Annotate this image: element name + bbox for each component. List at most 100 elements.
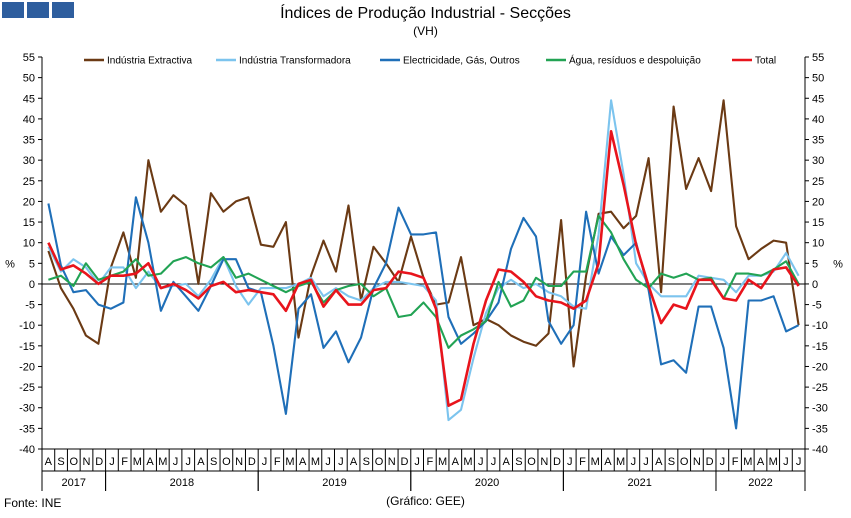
month-label: N [235, 456, 243, 468]
y-tick-label-left: 25 [23, 176, 35, 188]
year-label: 2018 [170, 477, 194, 489]
month-label: S [57, 456, 64, 468]
month-label: D [400, 456, 408, 468]
legend-label: Total [755, 56, 776, 67]
source-note: Fonte: INE [4, 496, 62, 510]
chart-title: Índices de Produção Industrial - Secções [280, 5, 571, 22]
y-tick-label-right: 15 [812, 217, 824, 229]
year-label: 2017 [62, 477, 86, 489]
y-tick-label-right: 30 [812, 155, 824, 167]
y-tick-label-right: 5 [812, 258, 818, 270]
month-label: J [338, 456, 344, 468]
y-tick-label-right: 25 [812, 176, 824, 188]
month-label: M [616, 456, 625, 468]
y-tick-label-left: 20 [23, 196, 35, 208]
y-tick-label-right: 55 [812, 52, 824, 64]
month-label: F [274, 456, 281, 468]
month-label: M [285, 456, 294, 468]
y-tick-label-left: -15 [19, 341, 35, 353]
legend-label: Indústria Transformadora [239, 56, 351, 67]
month-label: J [783, 456, 789, 468]
month-label: A [299, 456, 307, 468]
month-label: N [83, 456, 91, 468]
month-label: S [363, 456, 370, 468]
y-tick-label-left: -20 [19, 361, 35, 373]
month-label: J [567, 456, 573, 468]
y-tick-label-left: -5 [25, 300, 35, 312]
y-tick-label-left: 50 [23, 73, 35, 85]
y-tick-label-left: 35 [23, 135, 35, 147]
month-label: S [210, 456, 217, 468]
month-label: A [604, 456, 612, 468]
month-label: M [311, 456, 320, 468]
y-tick-label-right: -35 [812, 423, 828, 435]
y-tick-label-left: 10 [23, 238, 35, 250]
year-label: 2019 [322, 477, 346, 489]
y-tick-label-left: 15 [23, 217, 35, 229]
month-label: N [693, 456, 701, 468]
month-label: A [655, 456, 663, 468]
y-tick-label-left: -30 [19, 403, 35, 415]
y-tick-label-right: 50 [812, 73, 824, 85]
y-tick-label-right: 35 [812, 135, 824, 147]
series-line [48, 214, 800, 349]
month-label: N [540, 456, 548, 468]
month-label: J [185, 456, 191, 468]
y-tick-label-right: 40 [812, 114, 824, 126]
y-tick-label-right: 0 [812, 279, 818, 291]
y-tick-label-right: 20 [812, 196, 824, 208]
y-tick-label-right: 45 [812, 93, 824, 105]
y-axis-label-left: % [5, 258, 15, 270]
y-tick-label-left: -25 [19, 382, 35, 394]
month-label: O [222, 456, 231, 468]
y-tick-label-left: -10 [19, 320, 35, 332]
y-tick-label-right: -10 [812, 320, 828, 332]
month-label: M [463, 456, 472, 468]
logo-block [27, 2, 49, 18]
month-label: A [45, 456, 53, 468]
year-label: 2021 [627, 477, 651, 489]
y-tick-label-left: -35 [19, 423, 35, 435]
y-tick-label-left: 45 [23, 93, 35, 105]
month-label: O [680, 456, 689, 468]
month-label: J [631, 456, 637, 468]
year-label: 2022 [748, 477, 772, 489]
brand-logo [2, 2, 74, 18]
month-label: A [452, 456, 460, 468]
month-label: M [769, 456, 778, 468]
series-line [47, 99, 800, 422]
y-tick-label-left: 0 [29, 279, 35, 291]
month-label: J [491, 456, 497, 468]
y-tick-label-left: 5 [29, 258, 35, 270]
y-tick-label-right: -15 [812, 341, 828, 353]
month-label: A [146, 456, 154, 468]
month-label: O [70, 456, 79, 468]
month-label: N [388, 456, 396, 468]
y-tick-label-right: -40 [812, 444, 828, 456]
y-tick-label-right: -25 [812, 382, 828, 394]
month-label: J [325, 456, 331, 468]
month-label: S [668, 456, 675, 468]
month-label: F [732, 456, 739, 468]
month-label: M [591, 456, 600, 468]
y-tick-label-right: -30 [812, 403, 828, 415]
month-label: A [502, 456, 510, 468]
month-label: J [796, 456, 802, 468]
month-label: D [553, 456, 561, 468]
y-tick-label-right: 10 [812, 238, 824, 250]
month-label: J [720, 456, 726, 468]
y-tick-label-left: -40 [19, 444, 35, 456]
month-label: D [95, 456, 103, 468]
y-tick-label-right: -20 [812, 361, 828, 373]
month-label: J [262, 456, 268, 468]
month-label: F [426, 456, 433, 468]
month-label: A [197, 456, 205, 468]
month-label: D [706, 456, 714, 468]
y-tick-label-left: 55 [23, 52, 35, 64]
y-axis-label-right: % [833, 258, 843, 270]
month-label: M [743, 456, 752, 468]
month-label: F [579, 456, 586, 468]
series-line [47, 196, 800, 430]
month-label: A [757, 456, 765, 468]
